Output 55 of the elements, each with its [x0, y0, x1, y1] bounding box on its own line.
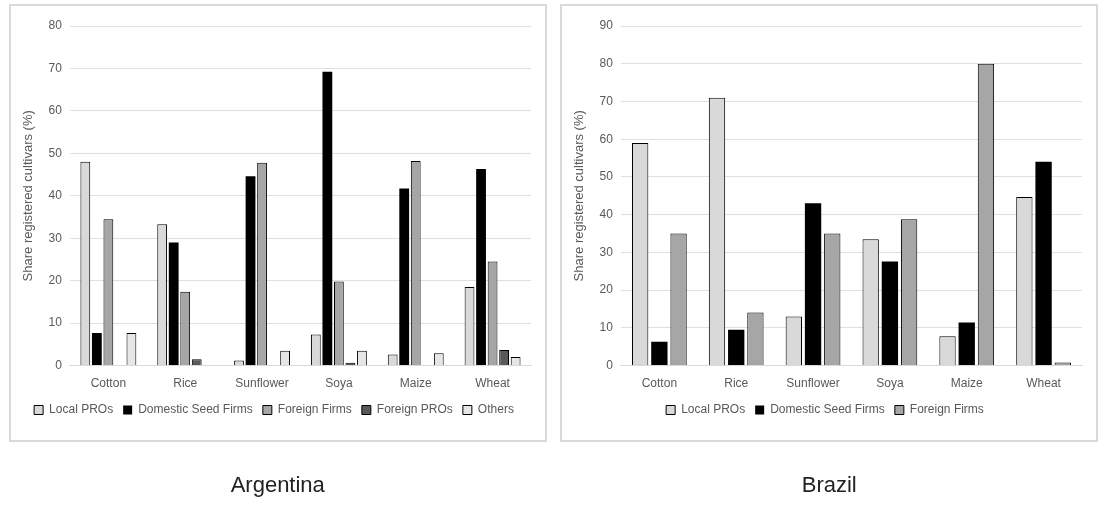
bar — [805, 203, 822, 366]
legend-label: Others — [477, 402, 514, 417]
y-tick-label: 60 — [48, 103, 63, 118]
bar — [651, 341, 668, 366]
x-tick-label: Soya — [324, 376, 353, 391]
legend-label: Domestic Seed Firms — [137, 402, 253, 417]
bar — [1035, 161, 1052, 366]
legend-label: Domestic Seed Firms — [770, 402, 886, 417]
bar — [881, 261, 899, 366]
y-tick-label: 30 — [599, 244, 614, 259]
text: Brazil — [801, 472, 857, 498]
y-axis-title: Share registered cultivars (%) — [571, 110, 587, 282]
y-tick-label: 50 — [599, 169, 614, 184]
legend-label: Foreign Firms — [910, 402, 985, 417]
legend-label: Foreign Firms — [277, 402, 352, 417]
y-tick-label: 0 — [55, 357, 63, 372]
y-tick-label: 70 — [599, 93, 614, 108]
x-tick-label: Wheat — [1026, 376, 1062, 391]
bar — [245, 176, 256, 366]
x-tick-label: Maize — [399, 376, 432, 391]
y-tick-label: 40 — [48, 188, 63, 203]
y-tick-label: 30 — [48, 230, 63, 245]
x-tick-label: Sunflower — [235, 376, 289, 391]
bar — [322, 71, 333, 366]
bar — [475, 169, 486, 366]
x-tick-label: Soya — [876, 376, 905, 391]
y-tick-label: 50 — [48, 145, 63, 160]
y-tick-label: 60 — [599, 131, 614, 146]
y-tick-label: 70 — [48, 60, 63, 75]
bar — [399, 188, 409, 366]
legend-label: Local PROs — [681, 402, 746, 417]
bar — [91, 332, 102, 366]
y-tick-label: 10 — [48, 315, 63, 330]
y-axis-title: Share registered cultivars (%) — [20, 110, 36, 282]
x-tick-label: Cotton — [90, 376, 126, 391]
bar — [958, 322, 976, 366]
x-tick-label: Rice — [724, 376, 749, 391]
y-tick-label: 20 — [599, 282, 614, 297]
x-tick-label: Rice — [172, 376, 198, 391]
x-tick-label: Cotton — [641, 376, 678, 391]
bar — [728, 329, 745, 366]
y-tick-label: 0 — [606, 357, 614, 372]
text: Argentina — [230, 472, 325, 498]
bar — [168, 242, 179, 366]
legend-label: Foreign PROs — [376, 402, 453, 417]
y-tick-label: 20 — [48, 273, 63, 288]
y-tick-label: 90 — [599, 18, 614, 33]
x-tick-label: Sunflower — [786, 376, 840, 391]
y-tick-label: 80 — [599, 56, 614, 71]
y-tick-label: 40 — [599, 206, 614, 221]
y-tick-label: 80 — [48, 18, 63, 33]
x-tick-label: Wheat — [474, 376, 511, 391]
legend-label: Local PROs — [48, 402, 113, 417]
x-tick-label: Maize — [950, 376, 984, 391]
y-tick-label: 10 — [599, 320, 614, 335]
